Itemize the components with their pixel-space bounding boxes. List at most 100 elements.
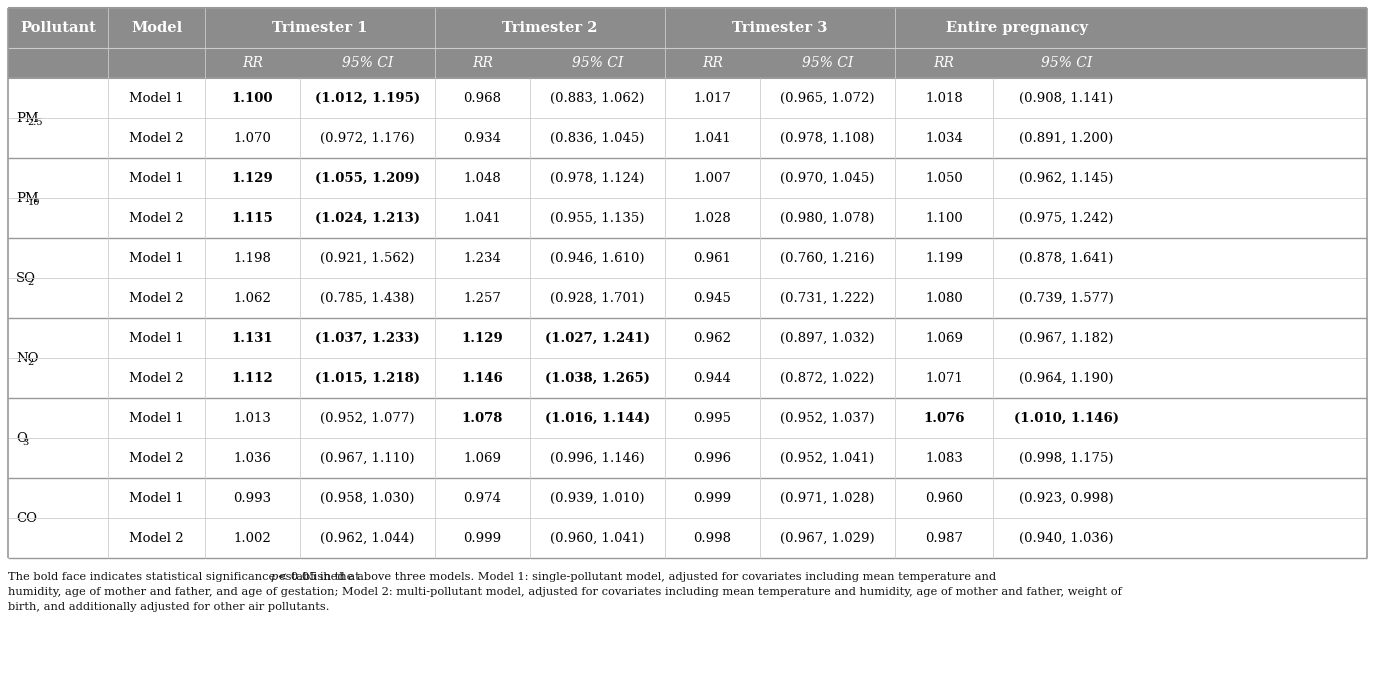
Text: 0.996: 0.996 [693, 451, 732, 464]
Text: PM: PM [16, 112, 38, 124]
Text: 1.069: 1.069 [925, 331, 962, 344]
Text: Model 1: Model 1 [129, 331, 184, 344]
Text: 1.050: 1.050 [925, 172, 962, 184]
Text: (0.955, 1.135): (0.955, 1.135) [550, 212, 645, 224]
Text: (1.024, 1.213): (1.024, 1.213) [315, 212, 419, 224]
Text: RR: RR [934, 56, 954, 70]
Text: CO: CO [16, 511, 37, 524]
Text: (0.952, 1.037): (0.952, 1.037) [780, 411, 874, 424]
Text: (0.952, 1.041): (0.952, 1.041) [781, 451, 874, 464]
Text: 0.974: 0.974 [463, 491, 502, 504]
Text: Model 1: Model 1 [129, 172, 184, 184]
Text: (1.012, 1.195): (1.012, 1.195) [315, 92, 419, 104]
Text: 0.995: 0.995 [693, 411, 732, 424]
Text: (0.946, 1.610): (0.946, 1.610) [550, 251, 645, 264]
Text: 1.069: 1.069 [463, 451, 502, 464]
Text: RR: RR [472, 56, 494, 70]
Text: 1.198: 1.198 [234, 251, 271, 264]
Text: 1.146: 1.146 [462, 371, 503, 384]
Text: (0.967, 1.110): (0.967, 1.110) [320, 451, 415, 464]
Text: 1.062: 1.062 [234, 291, 271, 304]
Text: (0.836, 1.045): (0.836, 1.045) [550, 132, 645, 144]
Text: (0.972, 1.176): (0.972, 1.176) [320, 132, 415, 144]
Text: The bold face indicates statistical significance established at: The bold face indicates statistical sign… [8, 572, 363, 582]
Text: 1.007: 1.007 [693, 172, 732, 184]
Text: (0.923, 0.998): (0.923, 0.998) [1019, 491, 1114, 504]
Text: (1.027, 1.241): (1.027, 1.241) [544, 331, 650, 344]
Text: (0.962, 1.044): (0.962, 1.044) [320, 531, 415, 544]
Text: O: O [16, 431, 28, 444]
Text: < 0.05 in the above three models. Model 1: single-pollutant model, adjusted for : < 0.05 in the above three models. Model … [275, 572, 997, 582]
Text: 1.076: 1.076 [923, 411, 965, 424]
Text: (0.952, 1.077): (0.952, 1.077) [320, 411, 415, 424]
Text: (1.037, 1.233): (1.037, 1.233) [315, 331, 419, 344]
Text: (0.883, 1.062): (0.883, 1.062) [550, 92, 645, 104]
Text: (0.967, 1.029): (0.967, 1.029) [780, 531, 874, 544]
Text: 1.036: 1.036 [234, 451, 271, 464]
Text: (0.978, 1.124): (0.978, 1.124) [550, 172, 645, 184]
Text: 0.968: 0.968 [463, 92, 502, 104]
Text: 1.131: 1.131 [231, 331, 274, 344]
Text: Trimester 2: Trimester 2 [502, 21, 598, 35]
Text: 0.944: 0.944 [693, 371, 732, 384]
Text: (0.928, 1.701): (0.928, 1.701) [550, 291, 645, 304]
Text: 95% CI: 95% CI [1041, 56, 1092, 70]
Text: SO: SO [16, 271, 36, 284]
Text: 1.048: 1.048 [463, 172, 502, 184]
Text: 1.199: 1.199 [925, 251, 962, 264]
Text: RR: RR [703, 56, 723, 70]
Text: NO: NO [16, 351, 38, 364]
Text: (1.016, 1.144): (1.016, 1.144) [544, 411, 650, 424]
Text: 1.013: 1.013 [234, 411, 271, 424]
Text: 0.934: 0.934 [463, 132, 502, 144]
Text: 1.257: 1.257 [463, 291, 502, 304]
Text: Model 2: Model 2 [129, 531, 184, 544]
Text: (0.962, 1.145): (0.962, 1.145) [1019, 172, 1114, 184]
Bar [8, 8, 1367, 48]
Text: (0.958, 1.030): (0.958, 1.030) [320, 491, 415, 504]
Text: birth, and additionally adjusted for other air pollutants.: birth, and additionally adjusted for oth… [8, 602, 330, 612]
Text: Model 2: Model 2 [129, 371, 184, 384]
Text: Model 1: Model 1 [129, 251, 184, 264]
Text: 0.998: 0.998 [693, 531, 732, 544]
Text: (0.891, 1.200): (0.891, 1.200) [1019, 132, 1114, 144]
Text: 95% CI: 95% CI [342, 56, 393, 70]
Text: 1.028: 1.028 [693, 212, 732, 224]
Text: 1.041: 1.041 [693, 132, 732, 144]
Text: 0.960: 0.960 [925, 491, 962, 504]
Text: (0.878, 1.641): (0.878, 1.641) [1019, 251, 1114, 264]
Text: (0.975, 1.242): (0.975, 1.242) [1019, 212, 1114, 224]
Text: 1.129: 1.129 [462, 331, 503, 344]
Text: (0.996, 1.146): (0.996, 1.146) [550, 451, 645, 464]
Text: 1.018: 1.018 [925, 92, 962, 104]
Text: 1.070: 1.070 [234, 132, 271, 144]
Text: RR: RR [242, 56, 263, 70]
Text: 95% CI: 95% CI [572, 56, 623, 70]
Text: Model 2: Model 2 [129, 132, 184, 144]
Text: 0.962: 0.962 [693, 331, 732, 344]
Text: 0.999: 0.999 [693, 491, 732, 504]
Text: (0.760, 1.216): (0.760, 1.216) [780, 251, 874, 264]
Text: Model 1: Model 1 [129, 92, 184, 104]
Text: 1.080: 1.080 [925, 291, 962, 304]
Text: Model 1: Model 1 [129, 491, 184, 504]
Text: 0.945: 0.945 [693, 291, 732, 304]
Text: (0.980, 1.078): (0.980, 1.078) [780, 212, 874, 224]
Text: (0.939, 1.010): (0.939, 1.010) [550, 491, 645, 504]
Text: 1.129: 1.129 [231, 172, 274, 184]
Text: 0.987: 0.987 [925, 531, 962, 544]
Bar [8, 78, 1367, 558]
Text: 1.017: 1.017 [693, 92, 732, 104]
Text: (1.015, 1.218): (1.015, 1.218) [315, 371, 419, 384]
Text: p: p [271, 572, 278, 582]
Text: (1.038, 1.265): (1.038, 1.265) [544, 371, 650, 384]
Text: 0.999: 0.999 [463, 531, 502, 544]
Text: 1.083: 1.083 [925, 451, 962, 464]
Text: Trimester 1: Trimester 1 [272, 21, 367, 35]
Text: 1.112: 1.112 [231, 371, 274, 384]
Text: Pollutant: Pollutant [21, 21, 96, 35]
Text: (0.897, 1.032): (0.897, 1.032) [780, 331, 874, 344]
Text: 1.115: 1.115 [231, 212, 274, 224]
Text: 2: 2 [28, 278, 34, 287]
Text: (0.921, 1.562): (0.921, 1.562) [320, 251, 415, 264]
